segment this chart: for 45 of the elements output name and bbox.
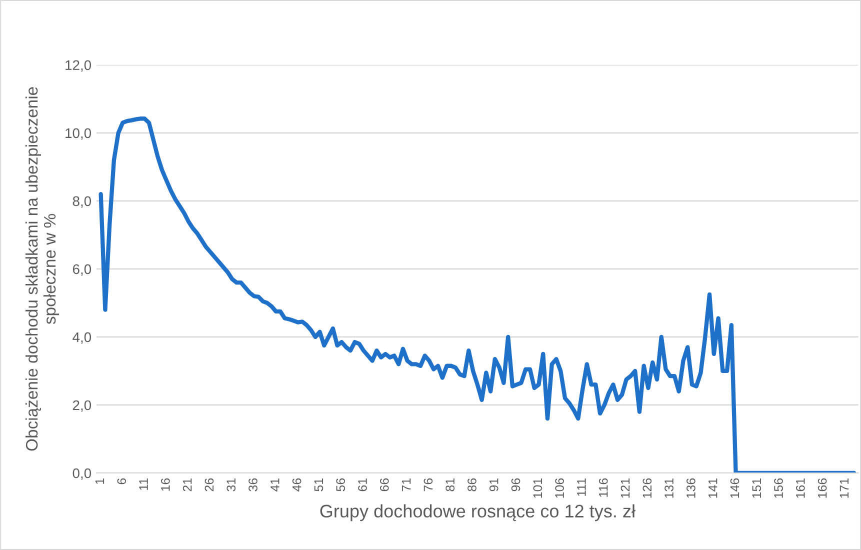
x-tick-label: 166	[818, 478, 827, 498]
x-tick-label: 76	[424, 478, 433, 492]
y-tick-label: 10,0	[66, 128, 92, 140]
x-tick-label: 146	[730, 478, 740, 498]
x-tick-label: 6	[117, 478, 126, 484]
x-tick-label: 41	[270, 478, 280, 492]
x-tick-label: 71	[402, 478, 411, 492]
y-tick-label: 8,0	[72, 196, 92, 208]
x-tick-label: 86	[468, 478, 476, 492]
x-tick-label: 26	[204, 478, 214, 492]
x-tick-label: 16	[161, 478, 170, 491]
x-tick-label: 126	[642, 478, 652, 498]
x-tick-label: 51	[314, 478, 324, 492]
x-tick-label: 11	[139, 478, 148, 490]
x-tick-label: 56	[336, 478, 346, 492]
x-tick-label: 121	[620, 478, 630, 498]
x-tick-label: 36	[248, 478, 258, 492]
y-axis-title: Obciążenie dochodu składkami na ubezpieczenie społeczne w %	[25, 87, 59, 451]
x-tick-label: 136	[686, 478, 696, 498]
x-tick-label: 66	[380, 478, 389, 492]
x-tick-label: 96	[511, 478, 520, 492]
x-tick-label: 111	[577, 478, 586, 496]
y-tick-label: 4,0	[72, 332, 92, 344]
x-tick-label: 31	[226, 478, 236, 492]
x-tick-label: 46	[292, 478, 302, 492]
x-tick-label: 106	[555, 478, 564, 498]
x-tick-label: 151	[752, 478, 762, 498]
x-tick-label: 101	[533, 478, 542, 498]
y-tick-label: 0,0	[72, 468, 92, 480]
x-tick-label: 116	[598, 478, 608, 497]
x-tick-label: 141	[708, 478, 718, 498]
x-tick-label: 91	[489, 478, 498, 492]
x-axis-title: Grupy dochodowe rosnące co 12 tys. zł	[320, 504, 636, 522]
x-tick-label: 131	[664, 478, 674, 498]
y-tick-label: 2,0	[72, 400, 92, 412]
x-tick-label: 161	[796, 478, 805, 498]
x-tick-label: 1	[95, 478, 104, 484]
x-tick-label: 171	[840, 478, 849, 498]
x-tick-label: 61	[358, 478, 367, 492]
y-tick-label: 6,0	[72, 264, 92, 276]
x-tick-label: 156	[774, 478, 783, 498]
x-tick-label: 81	[446, 478, 455, 492]
line-series	[98, 116, 856, 473]
y-tick-label: 12,0	[66, 60, 92, 72]
x-tick-label: 21	[182, 478, 192, 492]
